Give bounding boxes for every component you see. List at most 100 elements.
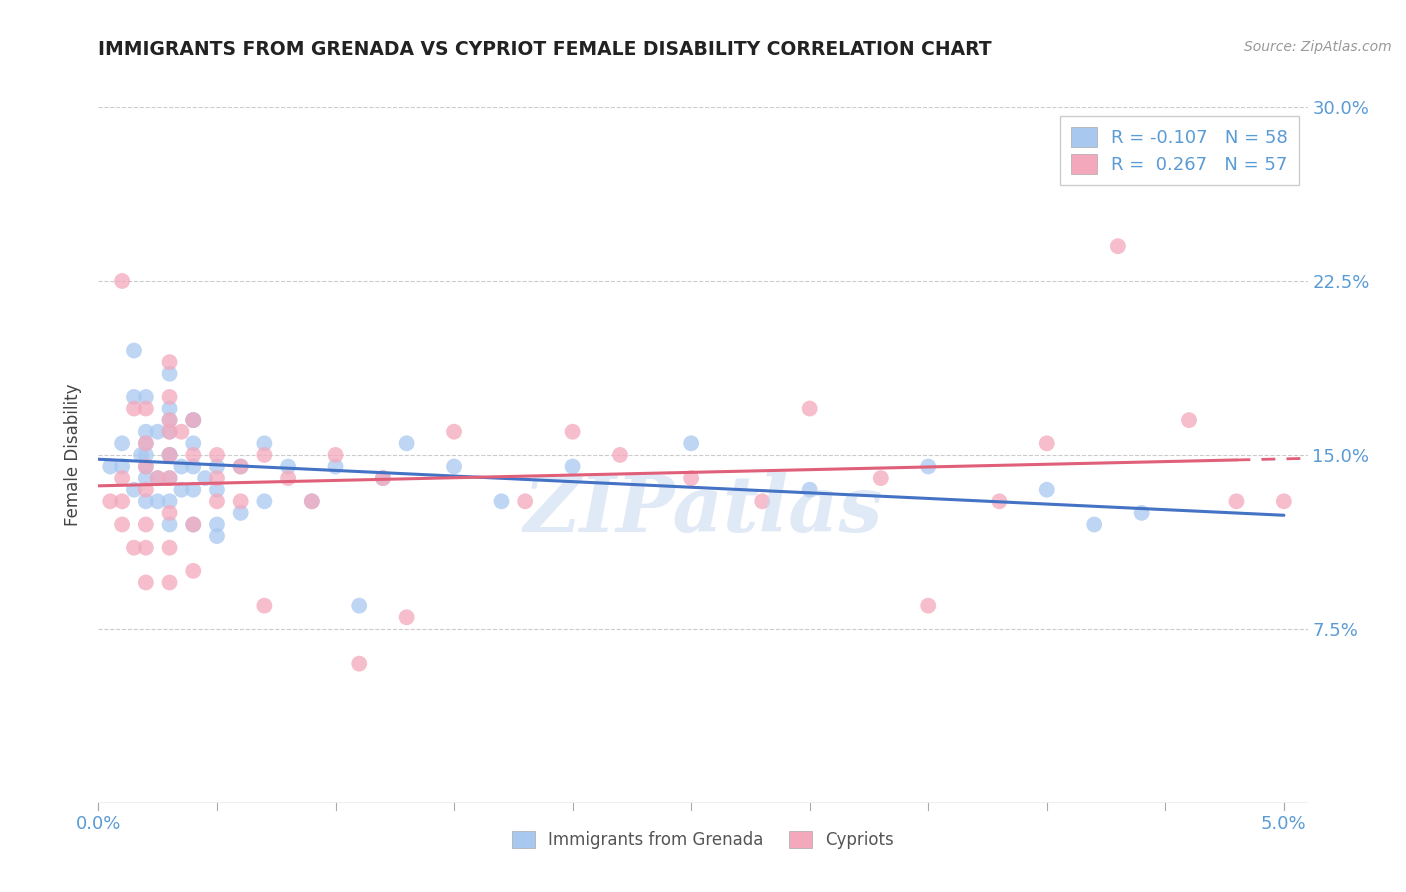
Point: [146, 425, 169, 439]
Point: [1272, 494, 1295, 508]
Point: [129, 448, 152, 462]
Point: [159, 448, 181, 462]
Point: [515, 494, 537, 508]
Point: [111, 274, 134, 288]
Point: [609, 448, 631, 462]
Point: [1107, 239, 1129, 253]
Point: [135, 575, 157, 590]
Point: [170, 425, 193, 439]
Point: [135, 541, 157, 555]
Point: [111, 494, 134, 508]
Point: [181, 564, 204, 578]
Point: [122, 343, 145, 358]
Point: [98, 459, 121, 474]
Point: [253, 448, 276, 462]
Point: [159, 413, 181, 427]
Point: [135, 425, 157, 439]
Point: [229, 506, 252, 520]
Point: [253, 599, 276, 613]
Point: [135, 390, 157, 404]
Point: [159, 448, 181, 462]
Point: [111, 459, 134, 474]
Point: [371, 471, 394, 485]
Point: [443, 459, 465, 474]
Point: [135, 436, 157, 450]
Point: [159, 494, 181, 508]
Point: [135, 471, 157, 485]
Point: [253, 494, 276, 508]
Point: [122, 541, 145, 555]
Point: [194, 471, 217, 485]
Point: [181, 517, 204, 532]
Point: [205, 459, 228, 474]
Point: [159, 575, 181, 590]
Point: [799, 401, 821, 416]
Point: [159, 367, 181, 381]
Point: [159, 401, 181, 416]
Point: [181, 517, 204, 532]
Point: [395, 436, 418, 450]
Point: [181, 413, 204, 427]
Point: [135, 494, 157, 508]
Point: [229, 459, 252, 474]
Y-axis label: Female Disability: Female Disability: [65, 384, 83, 526]
Point: [869, 471, 891, 485]
Point: [135, 401, 157, 416]
Point: [799, 483, 821, 497]
Point: [491, 494, 513, 508]
Point: [561, 459, 583, 474]
Point: [1178, 413, 1201, 427]
Point: [159, 471, 181, 485]
Point: [205, 529, 228, 543]
Point: [135, 459, 157, 474]
Point: [135, 517, 157, 532]
Point: [253, 436, 276, 450]
Point: [111, 436, 134, 450]
Point: [347, 599, 370, 613]
Point: [371, 471, 394, 485]
Point: [146, 471, 169, 485]
Point: [122, 483, 145, 497]
Point: [561, 425, 583, 439]
Point: [159, 541, 181, 555]
Text: IMMIGRANTS FROM GRENADA VS CYPRIOT FEMALE DISABILITY CORRELATION CHART: IMMIGRANTS FROM GRENADA VS CYPRIOT FEMAL…: [98, 40, 993, 59]
Point: [1083, 517, 1105, 532]
Point: [181, 436, 204, 450]
Point: [277, 471, 299, 485]
Point: [98, 494, 121, 508]
Point: [229, 459, 252, 474]
Point: [681, 471, 703, 485]
Point: [159, 425, 181, 439]
Point: [170, 483, 193, 497]
Point: [146, 471, 169, 485]
Point: [111, 471, 134, 485]
Point: [301, 494, 323, 508]
Point: [181, 413, 204, 427]
Point: [917, 459, 939, 474]
Point: [988, 494, 1011, 508]
Text: Source: ZipAtlas.com: Source: ZipAtlas.com: [1244, 40, 1392, 54]
Point: [159, 471, 181, 485]
Point: [205, 483, 228, 497]
Point: [159, 413, 181, 427]
Point: [135, 448, 157, 462]
Point: [325, 448, 347, 462]
Point: [111, 517, 134, 532]
Point: [917, 599, 939, 613]
Point: [1130, 506, 1153, 520]
Point: [159, 506, 181, 520]
Point: [181, 459, 204, 474]
Point: [681, 436, 703, 450]
Point: [122, 401, 145, 416]
Point: [205, 471, 228, 485]
Point: [159, 390, 181, 404]
Point: [443, 425, 465, 439]
Point: [347, 657, 370, 671]
Point: [135, 483, 157, 497]
Legend: Immigrants from Grenada, Cypriots: Immigrants from Grenada, Cypriots: [503, 822, 903, 857]
Point: [1225, 494, 1247, 508]
Point: [159, 355, 181, 369]
Point: [170, 459, 193, 474]
Point: [181, 448, 204, 462]
Text: ZIPatlas: ZIPatlas: [523, 473, 883, 549]
